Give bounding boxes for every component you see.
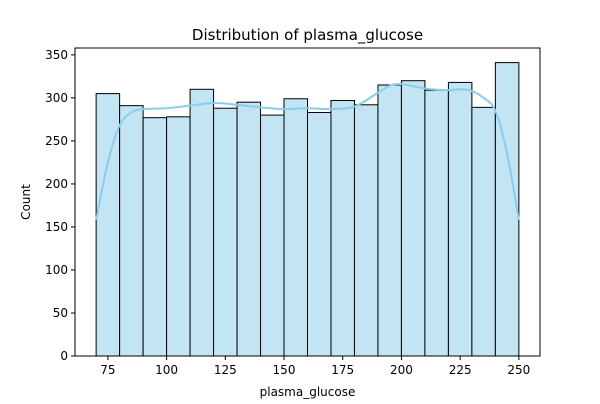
histogram-bar (424, 89, 449, 357)
histogram-bar (189, 88, 215, 357)
histogram-bar (236, 101, 262, 357)
y-tick-label: 0 (60, 349, 68, 363)
x-tick-label: 250 (507, 363, 530, 377)
x-tick-label: 225 (449, 363, 472, 377)
x-tick-label: 200 (390, 363, 413, 377)
histogram-bar (260, 114, 285, 357)
y-tick-label: 50 (53, 306, 68, 320)
y-tick-label: 300 (45, 91, 68, 105)
histogram-bar (377, 84, 402, 357)
plot-frame (74, 47, 541, 357)
chart-title: Distribution of plasma_glucose (192, 26, 423, 45)
y-axis-ticks: 0 50 100 150 200 250 300 350 (45, 48, 75, 363)
x-tick-label: 125 (214, 363, 237, 377)
histogram-bar (330, 99, 355, 357)
histogram-bar (471, 106, 496, 357)
histogram-bar (119, 105, 144, 357)
bars-layer (95, 62, 520, 357)
x-tick-label: 75 (100, 363, 115, 377)
histogram-bar (353, 104, 379, 357)
y-tick-label: 250 (45, 134, 68, 148)
x-tick-label: 100 (155, 363, 178, 377)
kde-line (95, 83, 520, 221)
y-tick-label: 350 (45, 48, 68, 62)
histogram-bar (142, 117, 168, 357)
histogram-bar (307, 112, 332, 357)
histogram-bar (283, 98, 308, 357)
y-tick-label: 150 (45, 220, 68, 234)
y-tick-label: 200 (45, 177, 68, 191)
histogram-bar (213, 107, 238, 357)
histogram-bar (400, 80, 426, 357)
histogram-bar (166, 116, 191, 357)
x-axis-ticks: 75 100 125 150 175 200 225 250 (100, 356, 530, 377)
y-axis-label: Count (19, 184, 33, 220)
histogram-bar (494, 62, 520, 357)
x-tick-label: 150 (273, 363, 296, 377)
x-axis-label: plasma_glucose (260, 385, 356, 399)
x-tick-label: 175 (331, 363, 354, 377)
histogram-bar (447, 81, 473, 357)
y-tick-label: 100 (45, 263, 68, 277)
kde-layer (95, 83, 520, 221)
